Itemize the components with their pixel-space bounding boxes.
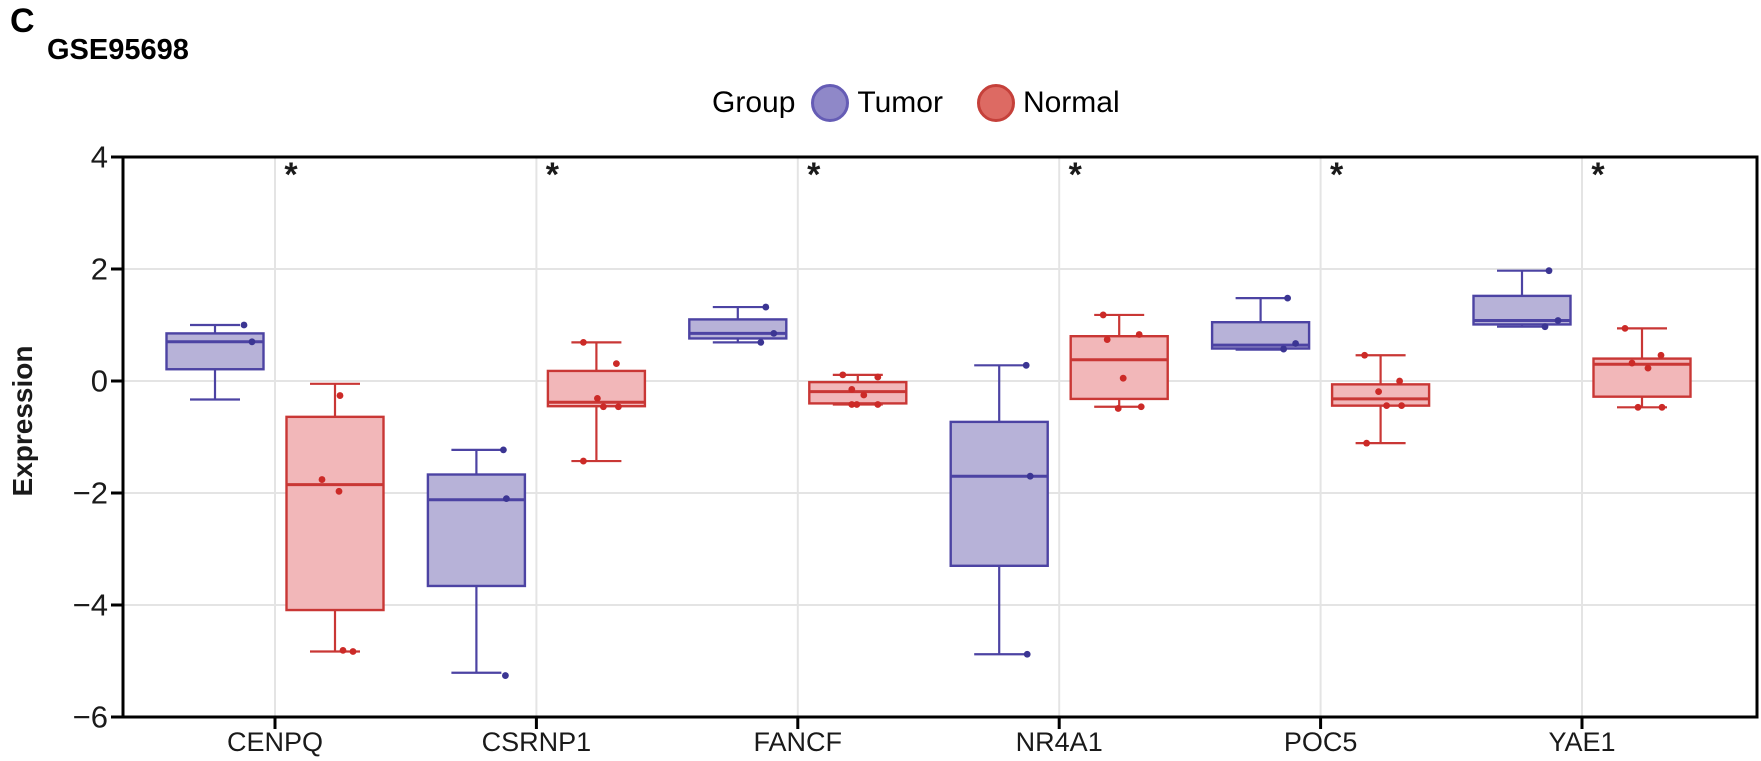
tumor-box-nr4a1-point — [1026, 472, 1034, 480]
y-tick-label: −6 — [73, 700, 108, 735]
tumor-box-poc5-point — [1284, 294, 1291, 302]
normal-box-nr4a1-point — [1103, 336, 1111, 343]
x-tick-label-csrnp1: CSRNP1 — [482, 727, 592, 757]
normal-box-cenpq — [285, 415, 385, 612]
tumor-box-nr4a1-point — [1022, 361, 1030, 369]
normal-box-fancf-point — [874, 373, 882, 381]
normal-box-nr4a1-point — [1114, 405, 1122, 412]
normal-box-nr4a1-point — [1135, 331, 1143, 338]
figure-title: GSE95698 — [47, 34, 189, 66]
x-tick-label-fancf: FANCF — [754, 727, 843, 757]
normal-box-yae1-point — [1621, 324, 1629, 332]
y-tick-label: 2 — [91, 252, 108, 287]
y-tick-label: 4 — [91, 140, 108, 175]
y-tick-label: 0 — [91, 364, 108, 399]
tumor-box-nr4a1 — [949, 420, 1049, 568]
tumor-box-yae1-point — [1554, 317, 1562, 324]
tumor-box-csrnp1 — [426, 473, 527, 588]
legend-item-normal: Normal — [976, 84, 1120, 122]
tumor-box-fancf-point — [757, 338, 765, 346]
legend-title: Group — [712, 86, 796, 119]
normal-box-csrnp1-point — [580, 338, 587, 346]
normal-box-yae1-point — [1634, 403, 1642, 411]
tumor-box-csrnp1-point — [503, 495, 510, 502]
normal-swatch-icon — [976, 84, 1015, 122]
legend-label-tumor: Tumor — [857, 86, 943, 119]
significance-asterisk-poc5: * — [1330, 156, 1344, 194]
tumor-box-fancf-point — [770, 330, 778, 337]
tumor-box-cenpq — [165, 332, 265, 371]
normal-box-fancf-point — [848, 386, 856, 393]
normal-box-cenpq-point — [339, 646, 347, 654]
normal-box-cenpq-point — [318, 476, 326, 483]
normal-box-poc5-point — [1396, 377, 1403, 385]
tumor-box-yae1-point — [1541, 323, 1549, 331]
normal-box-cenpq-point — [335, 487, 343, 495]
significance-asterisk-yae1: * — [1591, 156, 1605, 194]
normal-box-csrnp1-point — [594, 394, 601, 402]
normal-box-cenpq-point — [336, 392, 344, 399]
tumor-box-poc5-point — [1280, 345, 1287, 353]
tumor-box-nr4a1-point — [1023, 650, 1031, 658]
significance-asterisk-nr4a1: * — [1069, 156, 1083, 194]
x-tick-label-poc5: POC5 — [1284, 727, 1358, 757]
normal-box-fancf-point — [860, 391, 868, 399]
normal-box-poc5 — [1330, 383, 1431, 407]
normal-box-yae1-point — [1658, 403, 1666, 411]
tumor-box-yae1-point — [1545, 267, 1553, 275]
normal-box-yae1-point — [1644, 364, 1652, 372]
significance-asterisk-csrnp1: * — [546, 156, 560, 194]
panel-border — [121, 155, 1759, 719]
significance-asterisk-cenpq: * — [284, 156, 298, 194]
normal-box-poc5-point — [1398, 402, 1405, 410]
tumor-box-cenpq-point — [240, 321, 248, 329]
normal-box-csrnp1-point — [600, 403, 607, 411]
normal-box-nr4a1 — [1069, 335, 1169, 401]
normal-box-nr4a1-point — [1119, 374, 1127, 382]
tumor-box-csrnp1-point — [502, 672, 509, 679]
legend-item-tumor: Tumor — [811, 84, 943, 122]
x-tick-label-cenpq: CENPQ — [227, 727, 323, 757]
y-tick-label: −2 — [73, 476, 108, 511]
normal-box-fancf-point — [839, 371, 847, 379]
x-tick-label-nr4a1: NR4A1 — [1016, 727, 1103, 757]
normal-box-poc5-point — [1375, 388, 1382, 396]
normal-box-yae1-point — [1657, 351, 1665, 359]
normal-box-fancf-point — [848, 401, 856, 408]
normal-box-nr4a1-point — [1137, 403, 1145, 411]
legend: Group Tumor Normal — [712, 84, 1120, 122]
normal-box-fancf-point — [853, 401, 861, 408]
normal-box-poc5-point — [1383, 402, 1390, 410]
y-axis-title: Expression — [7, 346, 38, 497]
tumor-box-csrnp1-point — [500, 446, 507, 454]
tumor-box-fancf-point — [762, 303, 770, 311]
normal-box-csrnp1-point — [615, 403, 622, 411]
normal-box-cenpq-point — [349, 648, 357, 655]
normal-box-nr4a1-point — [1099, 311, 1107, 319]
normal-box-poc5-point — [1361, 351, 1368, 359]
tumor-box-cenpq-point — [248, 338, 256, 346]
normal-box-csrnp1-point — [613, 360, 620, 368]
tumor-box-poc5-point — [1292, 340, 1299, 347]
normal-box-poc5-point — [1363, 439, 1370, 447]
panel-label: C — [10, 2, 35, 40]
x-tick-label-yae1: YAE1 — [1548, 727, 1615, 757]
y-tick-label: −4 — [73, 588, 108, 623]
tumor-swatch-icon — [811, 84, 850, 122]
significance-asterisk-fancf: * — [807, 156, 821, 194]
normal-box-fancf-point — [874, 401, 882, 408]
normal-box-csrnp1-point — [580, 457, 587, 465]
legend-label-normal: Normal — [1022, 86, 1120, 119]
normal-box-yae1-point — [1628, 359, 1636, 367]
